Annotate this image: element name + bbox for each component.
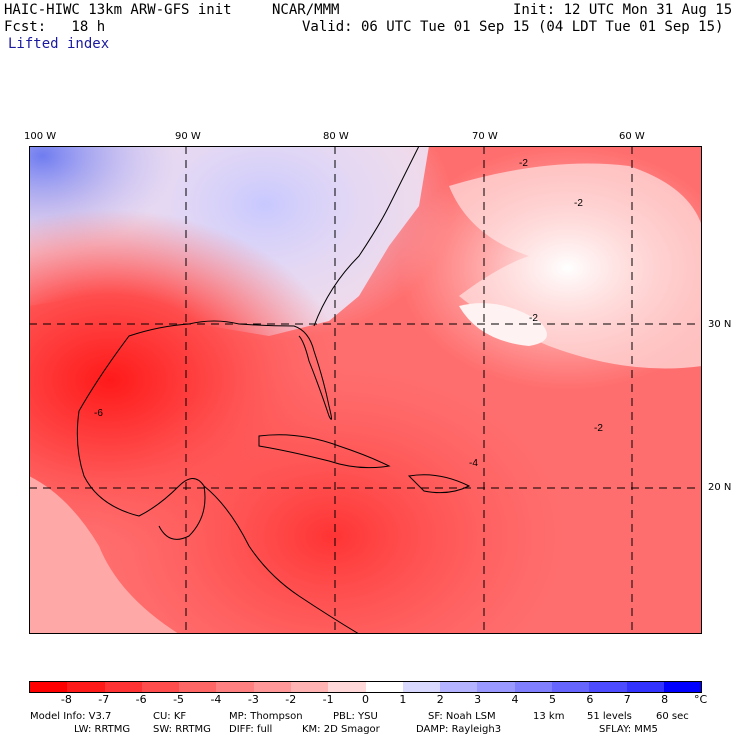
contour-label-carib: -4 xyxy=(469,458,478,469)
lon-label-60w: 60 W xyxy=(619,131,645,142)
model-info-item: DAMP: Rayleigh3 xyxy=(416,724,502,735)
model-info-item: KM: 2D Smagor xyxy=(302,724,380,735)
colorbar-bin xyxy=(440,682,478,692)
model-info-item: SW: RRTMG xyxy=(153,724,211,735)
lat-label-20n: 20 N xyxy=(708,482,732,493)
model-info-item: SFLAY: MM5 xyxy=(599,724,658,735)
model-info-item: SF: Noah LSM xyxy=(428,711,496,722)
colorbar-bin xyxy=(104,682,142,692)
colorbar-tick-label: 5 xyxy=(548,693,556,706)
mexico-coast xyxy=(76,410,206,540)
contour-label-gulf: -6 xyxy=(94,408,103,419)
colorbar-bin xyxy=(290,682,329,692)
valid-time: Valid: 06 UTC Tue 01 Sep 15 (04 LDT Tue … xyxy=(302,19,724,35)
model-info-item: PBL: YSU xyxy=(333,711,378,722)
forecast-hour: Fcst: 18 h xyxy=(4,19,106,35)
model-info-item: 13 km xyxy=(533,711,565,722)
colorbar-tick-label: 1 xyxy=(399,693,407,706)
colorbar-bin xyxy=(30,682,68,692)
colorbar-tick-label: 7 xyxy=(623,693,631,706)
pacific-pale xyxy=(29,476,179,634)
colorbar-bin xyxy=(67,682,105,692)
colorbar-unit: °C xyxy=(694,693,708,706)
colorbar-tick-label: -7 xyxy=(98,693,110,706)
us-gulf-coast xyxy=(78,320,332,420)
colorbar-tick-label: 2 xyxy=(436,693,444,706)
lifted-index-map: -2 -2 -2 -6 -4 -2 xyxy=(29,146,702,634)
caribbean-warm xyxy=(29,146,702,634)
colorbar-tick-label: 0 xyxy=(362,693,369,706)
model-info-item: Model Info: V3.7 xyxy=(30,711,112,722)
hispaniola-outline xyxy=(407,474,471,494)
central-america-coast xyxy=(203,485,360,634)
lon-label-80w: 80 W xyxy=(323,131,349,142)
colorbar-tick-label: -1 xyxy=(322,693,334,706)
colorbar-tick-label: -3 xyxy=(247,693,259,706)
contour-label-atlantic-2: -2 xyxy=(574,198,583,209)
contour-label-east: -2 xyxy=(594,423,603,434)
colorbar-bin xyxy=(253,682,291,692)
colorbar xyxy=(29,681,702,693)
colorbar-tick-label: -2 xyxy=(285,693,297,706)
contour-label-atlantic-3: -2 xyxy=(529,313,538,324)
init-time: Init: 12 UTC Mon 31 Aug 15 xyxy=(513,2,733,18)
colorbar-bin xyxy=(551,682,590,692)
colorbar-tick-label: -5 xyxy=(173,693,185,706)
field-name: Lifted index xyxy=(8,36,110,52)
colorbar-bin xyxy=(216,682,254,692)
colorbar-tick-label: 8 xyxy=(661,693,669,706)
colorbar-tick-label: 4 xyxy=(511,693,519,706)
colorbar-bin xyxy=(141,682,180,692)
colorbar-bin xyxy=(365,682,403,692)
colorbar-bin xyxy=(402,682,441,692)
model-info-item: 51 levels xyxy=(587,711,632,722)
model-info-item: CU: KF xyxy=(153,711,187,722)
model-info-item: LW: RRTMG xyxy=(74,724,131,735)
org-label: NCAR/MMM xyxy=(272,2,340,18)
colorbar-tick-label: 3 xyxy=(474,693,482,706)
colorbar-tick-label: -8 xyxy=(60,693,72,706)
colorbar-tick-label: -6 xyxy=(135,693,147,706)
model-info-item: DIFF: full xyxy=(229,724,273,735)
colorbar-bin xyxy=(179,682,217,692)
lon-label-70w: 70 W xyxy=(472,131,498,142)
colorbar-bin xyxy=(663,682,702,692)
colorbar-bin xyxy=(477,682,515,692)
colorbar-tick-label: 6 xyxy=(586,693,594,706)
colorbar-bin xyxy=(328,682,366,692)
colorbar-bin xyxy=(589,682,627,692)
map-border xyxy=(29,146,702,634)
lat-label-30n: 30 N xyxy=(708,319,732,330)
colorbar-tick-label: -4 xyxy=(210,693,222,706)
colorbar-bin xyxy=(514,682,552,692)
model-title: HAIC-HIWC 13km ARW-GFS init xyxy=(4,2,232,18)
model-info-item: 60 sec xyxy=(656,711,689,722)
lon-label-100w: 100 W xyxy=(24,131,57,142)
colorbar-bin xyxy=(626,682,664,692)
contour-label-atlantic-1: -2 xyxy=(519,158,528,169)
cuba-outline xyxy=(258,434,391,469)
model-info-item: MP: Thompson xyxy=(229,711,303,722)
us-east-coast xyxy=(313,146,420,327)
lon-label-90w: 90 W xyxy=(175,131,201,142)
